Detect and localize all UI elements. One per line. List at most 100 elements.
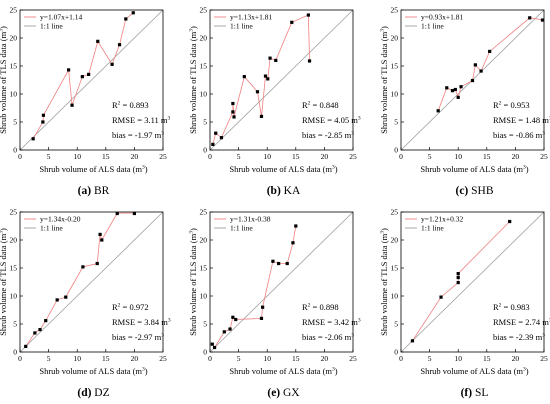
y-tick-label: 15: [200, 264, 208, 273]
data-point: [67, 68, 71, 72]
stat-r2-superscript: 2: [118, 101, 121, 107]
y-tick-label: 25: [10, 208, 18, 217]
data-point: [117, 43, 122, 47]
data-point: [210, 342, 214, 346]
y-tick-label: 0: [203, 146, 207, 155]
data-point: [232, 115, 236, 119]
x-axis-label-text: Shrub volume of ALS data (m: [39, 366, 142, 376]
panel-caption-letter: (e): [267, 387, 280, 399]
y-tick-label: 20: [10, 236, 18, 245]
x-tick-label: 5: [428, 354, 432, 363]
y-axis-label-text: Shrub volume of TLS data (m: [0, 31, 8, 133]
y-axis-label-text: Shrub volume of TLS data (m: [188, 31, 198, 133]
y-axis-label-close: ): [0, 26, 8, 29]
data-point: [211, 142, 215, 146]
panel-caption-site: BR: [91, 185, 110, 197]
x-tick-label: 25: [349, 152, 357, 161]
data-point: [41, 113, 46, 117]
data-point: [456, 280, 460, 285]
stat-r2: R2 = 0.953: [493, 100, 530, 110]
data-point: [81, 265, 85, 269]
panel-caption-letter: (d): [77, 387, 91, 399]
panel-dz: 0 5 10 15 20 25 0 5 10 15 20 25 Shrub volume of ALS …: [0, 208, 171, 399]
stat-bias-superscript: 3: [351, 131, 354, 137]
legend-identity-label: 1:1 line: [40, 224, 63, 233]
y-tick-label: 20: [391, 236, 399, 245]
y-tick-label: 25: [200, 208, 208, 217]
x-axis-label: Shrub volume of ALS data (m3): [39, 164, 147, 174]
panel-caption-letter: (a): [78, 185, 92, 197]
y-axis-label: Shrub volume of TLS data (m3): [379, 26, 389, 134]
stat-r2: R2 = 0.848: [302, 100, 339, 110]
data-point: [291, 241, 295, 245]
stat-r2: R2 = 0.898: [302, 302, 339, 312]
stat-r2: R2 = 0.983: [493, 302, 530, 312]
x-axis-label-text: Shrub volume of ALS data (m: [229, 164, 332, 174]
panel-caption-letter: (f): [461, 387, 473, 399]
data-point: [528, 16, 532, 20]
data-point: [100, 238, 104, 242]
panel-gx: 0 5 10 15 20 25 0 5 10 15 20 25 Shrub volume of ALS …: [188, 208, 361, 399]
x-axis-label-text: Shrub volume of ALS data (m: [420, 366, 523, 376]
y-tick-label: 20: [10, 34, 18, 43]
x-tick-label: 5: [237, 152, 241, 161]
stat-bias-text: bias = -2.06 m: [302, 332, 352, 342]
fit-line: [212, 14, 310, 145]
x-tick-label: 5: [47, 354, 51, 363]
data-point: [64, 295, 68, 299]
x-tick-label: 25: [349, 354, 357, 363]
x-tick-label: 10: [263, 152, 271, 161]
data-point: [439, 295, 443, 299]
y-tick-label: 5: [203, 320, 207, 329]
stat-rmse: RMSE = 3.42 m3: [302, 317, 361, 327]
panel-caption: (c) SHB: [455, 185, 493, 197]
data-point: [263, 74, 268, 78]
y-axis-label-text: Shrub volume of TLS data (m: [0, 233, 8, 335]
y-tick-label: 0: [13, 146, 17, 155]
y-tick-label: 10: [391, 292, 399, 301]
y-tick-label: 20: [200, 34, 208, 43]
axes-frame: [19, 211, 164, 353]
x-tick-label: 20: [512, 152, 520, 161]
y-tick-label: 10: [200, 292, 208, 301]
panel-caption-site: DZ: [91, 387, 109, 399]
data-point: [479, 69, 483, 73]
panel-caption-site: SL: [472, 387, 488, 399]
data-point: [268, 56, 272, 60]
x-axis-label-close: ): [526, 164, 529, 174]
stat-rmse: RMSE = 4.05 m3: [302, 115, 361, 125]
stat-r2-superscript: 2: [308, 303, 311, 309]
stat-rmse: RMSE = 1.48 m3: [493, 115, 550, 125]
stat-bias: bias = -2.85 m3: [302, 130, 354, 140]
data-point: [459, 85, 463, 89]
y-tick-label: 0: [394, 348, 398, 357]
stat-bias-text: bias = -1.97 m: [112, 130, 162, 140]
y-tick-label: 25: [200, 6, 208, 15]
y-tick-label: 15: [391, 264, 399, 273]
y-axis-label: Shrub volume of TLS data (m3): [188, 26, 198, 134]
x-tick-label: 25: [159, 354, 167, 363]
fit-line: [211, 225, 297, 349]
y-axis-label-close: ): [379, 228, 389, 231]
stat-bias: bias = -0.86 m3: [493, 130, 545, 140]
data-point: [55, 298, 59, 302]
y-axis-label: Shrub volume of TLS data (m3): [188, 228, 198, 336]
stat-r2-value: = 0.898: [310, 302, 338, 312]
y-tick-label: 0: [394, 146, 398, 155]
panel-caption-letter: (c): [455, 185, 468, 197]
data-point: [214, 131, 218, 135]
x-tick-label: 15: [292, 354, 300, 363]
y-tick-label: 15: [10, 62, 18, 71]
data-point: [24, 344, 28, 348]
data-point: [234, 317, 238, 322]
data-point: [231, 110, 235, 114]
stat-rmse-superscript: 3: [549, 318, 550, 324]
x-tick-label: 10: [73, 354, 81, 363]
y-tick-label: 15: [200, 62, 208, 71]
y-tick-label: 15: [391, 62, 399, 71]
legend-fit-label: y=1.13x+1.81: [230, 13, 272, 22]
legend-identity-label: 1:1 line: [230, 22, 253, 31]
y-tick-label: 5: [394, 320, 398, 329]
data-point: [307, 59, 312, 63]
x-tick-label: 15: [102, 152, 110, 161]
